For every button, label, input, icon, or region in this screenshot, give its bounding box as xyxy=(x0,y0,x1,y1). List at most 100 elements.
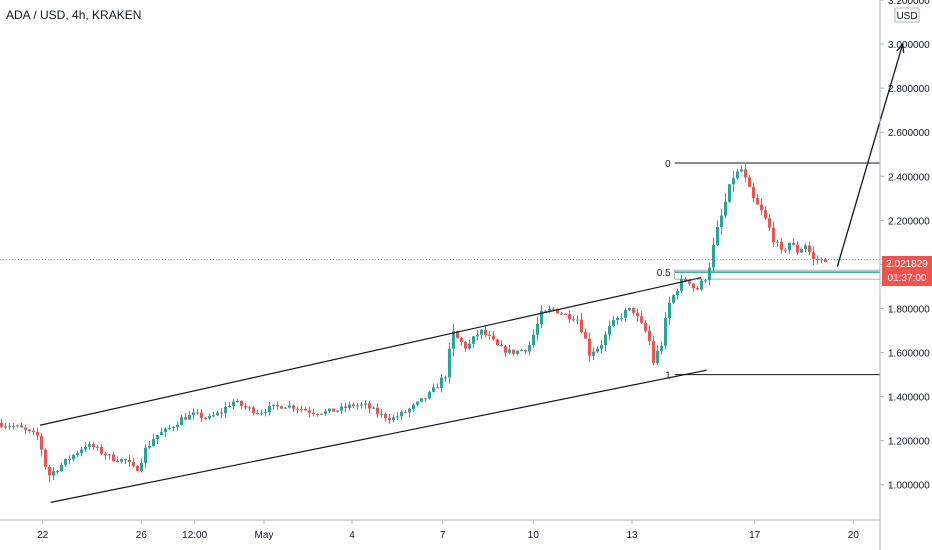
candle-body xyxy=(208,415,211,419)
x-tick-label: 22 xyxy=(37,530,49,541)
candle-body xyxy=(360,404,363,406)
candle-body xyxy=(288,405,291,408)
candle-body xyxy=(792,242,795,245)
y-tick-label: 1.400000 xyxy=(888,393,930,404)
candle-body xyxy=(332,408,335,412)
x-tick-label: 10 xyxy=(528,530,540,541)
candle-body xyxy=(188,414,191,420)
candle-body xyxy=(56,471,59,473)
candle-body xyxy=(132,461,135,466)
channel-upper-line xyxy=(39,277,702,426)
candle-body xyxy=(156,435,159,440)
candle-body xyxy=(640,316,643,323)
candle-body xyxy=(592,351,595,356)
candle-body xyxy=(620,317,623,319)
candle-body xyxy=(680,278,683,291)
candle-body xyxy=(552,308,555,310)
candle-body xyxy=(612,320,615,326)
candle-body xyxy=(428,391,431,399)
y-tick-label: 1.200000 xyxy=(888,437,930,448)
candles-layer xyxy=(0,164,827,483)
candle-body xyxy=(436,387,439,389)
candle-body xyxy=(304,408,307,411)
candle-body xyxy=(604,334,607,346)
candle-body xyxy=(40,435,43,450)
candle-body xyxy=(80,449,83,454)
candle-body xyxy=(548,308,551,311)
candle-body xyxy=(168,428,171,430)
candle-body xyxy=(176,424,179,428)
candle-body xyxy=(684,278,687,282)
candle-body xyxy=(108,454,111,456)
candle-body xyxy=(564,313,567,315)
candle-body xyxy=(236,400,239,402)
candle-body xyxy=(788,242,791,251)
candle-body xyxy=(440,377,443,388)
candle-body xyxy=(740,169,743,172)
candle-body xyxy=(664,318,667,346)
projection-arrow-head xyxy=(896,42,905,54)
candle-body xyxy=(256,413,259,415)
candle-body xyxy=(148,445,151,448)
candle-body xyxy=(536,323,539,335)
candle-body xyxy=(568,314,571,320)
candle-body xyxy=(260,412,263,414)
candle-body xyxy=(72,454,75,460)
candle-body xyxy=(444,377,447,379)
candle-body xyxy=(800,249,803,253)
candle-body xyxy=(484,329,487,335)
candle-body xyxy=(644,322,647,331)
candle-body xyxy=(68,458,71,460)
fib-level-label: 0 xyxy=(665,159,671,170)
candle-body xyxy=(184,417,187,420)
x-tick-label: May xyxy=(255,530,274,541)
current-price-tag xyxy=(882,256,932,286)
candle-body xyxy=(744,169,747,178)
candle-body xyxy=(460,338,463,343)
candle-body xyxy=(280,406,283,409)
candle-body xyxy=(476,334,479,337)
candle-body xyxy=(20,425,23,428)
candle-body xyxy=(164,428,167,433)
candle-body xyxy=(516,350,519,354)
candle-body xyxy=(656,350,659,363)
candle-body xyxy=(404,411,407,413)
candle-body xyxy=(596,348,599,352)
x-tick-label: 12:00 xyxy=(182,530,207,541)
candle-body xyxy=(704,280,707,282)
candle-body xyxy=(688,281,691,284)
candle-body xyxy=(464,342,467,349)
candle-body xyxy=(508,349,511,353)
candle-body xyxy=(708,267,711,281)
candle-body xyxy=(384,413,387,419)
candle-body xyxy=(816,258,819,261)
candle-body xyxy=(736,171,739,179)
candle-body xyxy=(104,453,107,456)
candle-body xyxy=(212,415,215,417)
candle-body xyxy=(88,444,91,447)
candle-body xyxy=(728,184,731,202)
candle-body xyxy=(348,404,351,408)
candle-body xyxy=(240,400,243,406)
candle-body xyxy=(560,313,563,315)
candle-body xyxy=(416,401,419,405)
candle-body xyxy=(576,319,579,321)
time-axis[interactable]: 22 26 12:00 May 4 7 10 13 17 20 xyxy=(0,519,880,541)
candle-body xyxy=(308,410,311,413)
candle-body xyxy=(376,407,379,415)
candle-body xyxy=(432,387,435,392)
candle-body xyxy=(328,408,331,412)
candle-body xyxy=(316,413,319,415)
candle-body xyxy=(144,447,147,463)
y-tick-label: 3.000000 xyxy=(888,40,930,51)
candle-body xyxy=(748,177,751,187)
candle-body xyxy=(24,427,27,430)
candle-body xyxy=(724,201,727,216)
currency-label-box[interactable] xyxy=(894,7,920,23)
chart-title: ADA / USD, 4h, KRAKEN xyxy=(6,8,142,22)
candle-body xyxy=(364,403,367,405)
candle-body xyxy=(756,198,759,205)
projection-arrow-line xyxy=(836,43,904,267)
candle-body xyxy=(16,425,19,427)
